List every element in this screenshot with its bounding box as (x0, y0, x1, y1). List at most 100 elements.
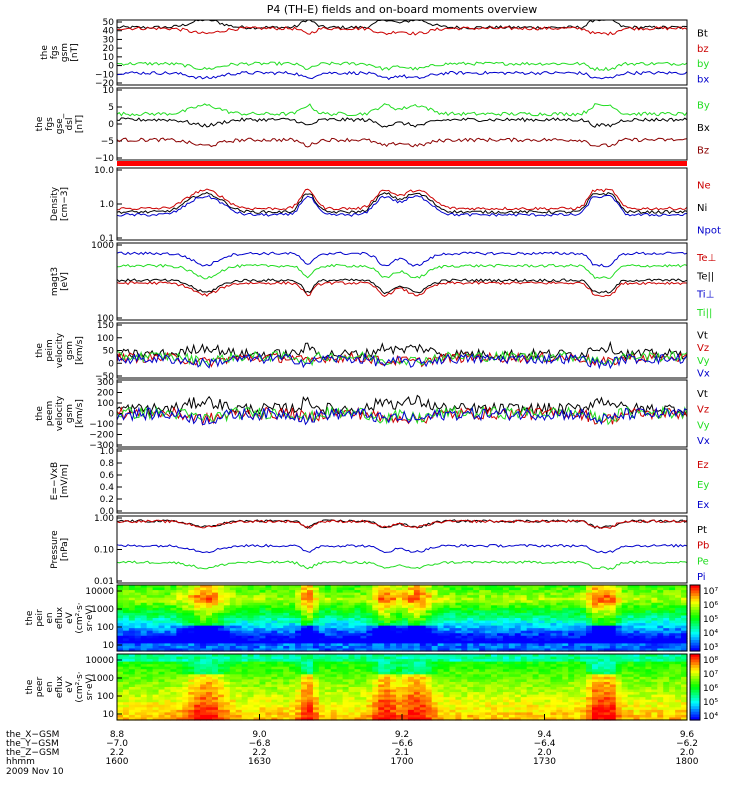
heatmap-cell (134, 605, 142, 609)
heatmap-cell (200, 684, 207, 688)
heatmap-cell (295, 674, 302, 678)
ylabel-line: magt3 (50, 267, 60, 296)
heatmap-cell (200, 592, 207, 596)
heatmap-cell (443, 600, 451, 604)
heatmap-cell (301, 587, 308, 591)
heatmap-cell (366, 597, 373, 601)
heatmap-cell (544, 689, 552, 693)
heatmap-cell (348, 712, 356, 716)
heatmap-cell (526, 664, 534, 668)
heatmap-cell (265, 590, 272, 594)
heatmap-cell (550, 587, 557, 591)
heatmap-cell (473, 679, 480, 683)
heatmap-cell (520, 704, 528, 708)
heatmap-cell (360, 633, 367, 637)
heatmap-cell (514, 618, 522, 622)
heatmap-cell (419, 590, 427, 594)
heatmap-cell (146, 707, 154, 711)
panel-frame (116, 515, 688, 584)
heatmap-cell (550, 630, 557, 634)
heatmap-cell (200, 712, 207, 716)
heatmap-cell (562, 607, 569, 611)
heatmap-cell (609, 669, 617, 673)
heatmap-cell (396, 605, 403, 609)
heatmap-cell (443, 590, 451, 594)
heatmap-cell (170, 615, 177, 619)
heatmap-cell (479, 630, 486, 634)
heatmap-cell (265, 666, 272, 670)
heatmap-cell (223, 671, 231, 675)
heatmap-cell (669, 645, 676, 650)
heatmap-cell (253, 623, 261, 627)
heatmap-cell (206, 638, 213, 642)
heatmap-cell (122, 697, 130, 701)
heatmap-cell (508, 600, 516, 604)
heatmap-cell (485, 692, 492, 696)
heatmap-cell (669, 623, 676, 627)
heatmap-cell (312, 590, 320, 594)
heatmap-cell (467, 697, 474, 701)
heatmap-cell (497, 625, 504, 629)
heatmap-cell (413, 676, 421, 680)
ytick-label: 50 (103, 347, 115, 357)
heatmap-cell (467, 656, 474, 660)
heatmap-cell (348, 654, 356, 658)
heatmap-cell (556, 597, 563, 601)
heatmap-cell (633, 615, 641, 619)
heatmap-cell (247, 707, 255, 711)
heatmap-cell (550, 717, 557, 721)
heatmap-cell (681, 600, 688, 604)
heatmap-cell (657, 585, 664, 589)
heatmap-cell (627, 610, 635, 614)
heatmap-cell (170, 620, 177, 624)
heatmap-cell (407, 689, 415, 693)
heatmap-cell (324, 694, 332, 698)
heatmap-cell (485, 602, 492, 606)
heatmap-cell (330, 635, 338, 639)
heatmap-cell (342, 615, 350, 619)
heatmap-cell (532, 590, 540, 594)
heatmap-cell (336, 592, 344, 596)
heatmap-cell (402, 659, 409, 663)
heatmap-cell (574, 590, 581, 594)
heatmap-cell (538, 714, 546, 719)
heatmap-cell (241, 610, 249, 614)
heatmap-cell (312, 661, 320, 665)
heatmap-cell (609, 610, 617, 614)
heatmap-cell (307, 661, 314, 665)
heatmap-cell (271, 628, 278, 632)
heatmap-cell (253, 618, 261, 622)
heatmap-cell (354, 709, 362, 713)
heatmap-cell (603, 676, 611, 680)
heatmap-cell (360, 656, 367, 660)
heatmap-cell (502, 645, 510, 650)
heatmap-cell (235, 664, 243, 668)
heatmap-cell (473, 635, 480, 639)
heatmap-cell (574, 597, 581, 601)
heatmap-cell (663, 610, 670, 614)
heatmap-cell (615, 697, 623, 701)
heatmap-cell (633, 607, 641, 611)
heatmap-cell (544, 692, 552, 696)
heatmap-cell (140, 654, 148, 658)
heatmap-cell (586, 602, 593, 606)
heatmap-cell (526, 607, 534, 611)
heatmap-cell (312, 618, 320, 622)
heatmap-cell (122, 635, 130, 639)
heatmap-cell (384, 620, 391, 624)
heatmap-cell (354, 671, 362, 675)
heatmap-cell (562, 587, 569, 591)
heatmap-cell (372, 585, 379, 589)
heatmap-cell (592, 590, 599, 594)
heatmap-cell (253, 709, 261, 713)
heatmap-cell (360, 666, 367, 670)
heatmap-cell (544, 635, 552, 639)
heatmap-cell (366, 595, 373, 599)
heatmap-cell (342, 674, 350, 678)
heatmap-cell (360, 587, 367, 591)
heatmap-cell (200, 610, 207, 614)
heatmap-cell (229, 689, 237, 693)
heatmap-cell (407, 645, 415, 650)
heatmap-cell (574, 605, 581, 609)
heatmap-cell (146, 656, 154, 660)
